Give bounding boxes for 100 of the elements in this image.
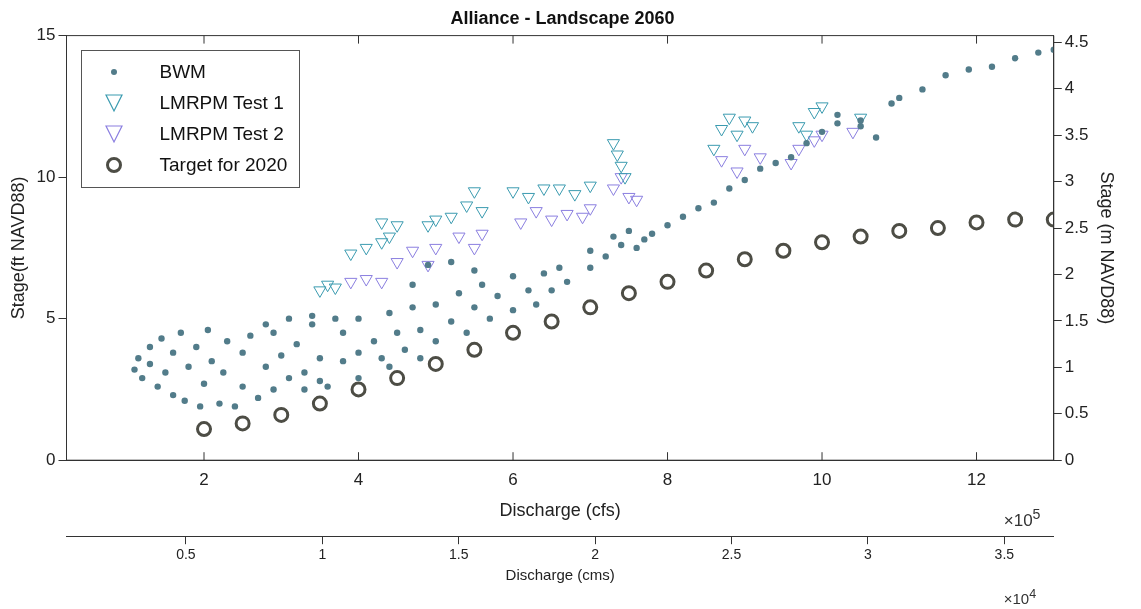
point <box>460 201 474 213</box>
text: ×10$^{5}$ <box>1003 506 1041 531</box>
point <box>745 122 760 134</box>
y-tick-label: 15 <box>36 25 56 45</box>
point <box>730 130 744 143</box>
y2-tick-label: 4 <box>1064 78 1075 98</box>
point <box>505 324 522 341</box>
x-tick-label: 4 <box>353 470 364 490</box>
x2-tick-label: 2.5 <box>721 546 742 563</box>
point <box>344 277 358 290</box>
y2-tick-label: 0.5 <box>1064 403 1089 423</box>
point <box>475 229 489 242</box>
point <box>390 221 404 233</box>
point <box>467 243 481 256</box>
y-axis-title: Stage(ft NAVD88) <box>7 176 28 320</box>
point <box>775 242 792 259</box>
point <box>715 156 729 168</box>
point <box>792 122 806 134</box>
point <box>375 238 389 250</box>
point <box>382 232 396 245</box>
point <box>429 243 443 256</box>
point <box>730 167 744 179</box>
point <box>968 214 985 231</box>
point <box>614 161 628 174</box>
point <box>311 395 328 412</box>
point <box>543 313 560 330</box>
point <box>753 153 767 165</box>
y2-tick-label: 3.5 <box>1064 124 1089 144</box>
point <box>807 136 821 148</box>
x2-tick-label: 1.5 <box>448 546 469 563</box>
point <box>815 130 829 143</box>
point <box>421 221 435 233</box>
point <box>707 144 721 157</box>
point <box>390 258 404 270</box>
x2-tick-label: 0.5 <box>176 546 196 563</box>
point <box>929 220 946 237</box>
point <box>807 108 821 120</box>
point <box>427 355 444 372</box>
x2-tick-label: 2 <box>591 546 600 563</box>
point <box>529 207 543 219</box>
point <box>792 144 806 157</box>
y-tick-label: 5 <box>46 308 56 328</box>
legend-label: Target for 2020 <box>159 154 288 177</box>
x2-axis-title: Discharge (cms) <box>505 566 615 584</box>
point <box>406 246 420 259</box>
point <box>583 204 597 216</box>
x-tick-label: 8 <box>662 470 673 490</box>
point <box>738 116 752 129</box>
x2-tick-label: 3 <box>864 546 873 563</box>
point <box>273 406 290 423</box>
point <box>506 187 520 199</box>
legend-label: BWM <box>159 61 206 84</box>
x2-tick-label: 1 <box>318 546 327 563</box>
legend-label: LMRPM Test 2 <box>159 123 284 146</box>
point <box>475 207 489 219</box>
y2-tick-label: 1 <box>1064 357 1075 377</box>
point <box>659 273 676 290</box>
point <box>375 277 389 290</box>
y2-tick-label: 3 <box>1064 171 1075 191</box>
point <box>466 341 483 358</box>
point <box>467 187 481 199</box>
legend-label: LMRPM Test 1 <box>159 92 284 115</box>
x-tick-label: 6 <box>508 470 518 490</box>
point <box>234 415 251 432</box>
point <box>537 184 551 196</box>
point <box>313 286 327 298</box>
point <box>568 190 582 202</box>
point <box>389 370 406 387</box>
point <box>620 285 637 302</box>
point <box>350 381 367 398</box>
point <box>800 130 814 143</box>
point <box>196 421 213 438</box>
point <box>815 102 829 114</box>
point <box>610 150 624 162</box>
point <box>722 113 736 126</box>
point <box>359 243 373 256</box>
y2-axis-title: Stage (m NAVD88) <box>1097 171 1118 325</box>
point <box>575 212 590 225</box>
point <box>545 215 559 228</box>
y2-tick-label: 4.5 <box>1064 31 1089 51</box>
y-tick-label: 10 <box>36 166 56 186</box>
point <box>421 260 435 273</box>
point <box>614 173 628 185</box>
point <box>606 184 620 196</box>
y2-tick-label: 0 <box>1064 449 1075 469</box>
point <box>1007 211 1024 228</box>
point <box>560 209 574 222</box>
point <box>521 192 536 205</box>
point <box>514 218 528 230</box>
point <box>452 232 466 245</box>
point <box>618 173 632 185</box>
chart-title: Alliance - Landscape 2060 <box>450 7 675 28</box>
x-tick-label: 12 <box>967 470 986 490</box>
point <box>622 192 636 205</box>
y2-tick-label: 1.5 <box>1064 310 1089 330</box>
y2-tick-label: 2.5 <box>1064 217 1089 237</box>
point <box>321 280 335 293</box>
x-axis-title: Discharge (cfs) <box>499 500 621 521</box>
point <box>606 139 620 151</box>
point <box>552 184 566 196</box>
